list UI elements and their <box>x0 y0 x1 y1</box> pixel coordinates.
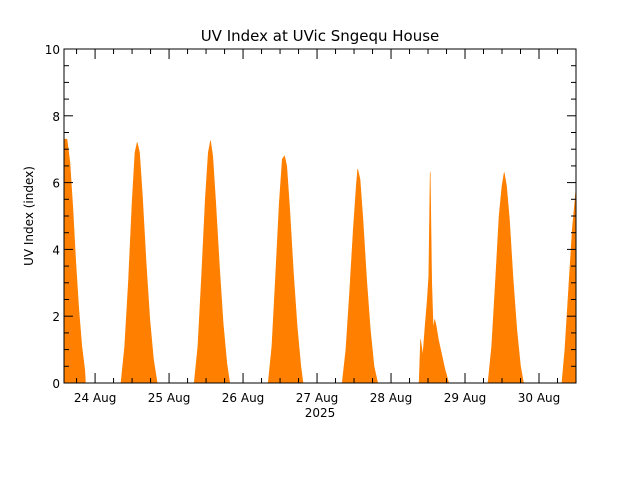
y-tick-label: 8 <box>52 110 60 124</box>
x-axis: 24 Aug 25 Aug 26 Aug 27 Aug 28 Aug 29 Aug 30 A… <box>74 49 577 405</box>
uv-area-4 <box>267 155 304 384</box>
uv-area-3 <box>193 140 230 384</box>
plot-frame <box>63 48 577 384</box>
x-axis-label: 2025 <box>305 406 336 420</box>
x-tick-label: 24 Aug <box>74 391 117 405</box>
y-tick-label: 2 <box>52 310 60 324</box>
uv-area-8 <box>561 189 577 384</box>
y-tick-label: 6 <box>52 177 60 191</box>
uv-area-1 <box>63 138 86 384</box>
plot-area <box>63 138 577 384</box>
uv-area-5 <box>341 168 379 384</box>
uv-area-6 <box>418 172 450 384</box>
chart-title: UV Index at UVic Sngequ House <box>201 27 440 45</box>
y-axis: 0 2 4 6 8 10 <box>45 43 576 391</box>
x-tick-label: 30 Aug <box>518 391 561 405</box>
y-tick-label: 10 <box>45 43 60 57</box>
uv-area-2 <box>120 142 158 384</box>
x-tick-label: 28 Aug <box>370 391 413 405</box>
y-tick-label: 0 <box>52 377 60 391</box>
x-tick-label: 25 Aug <box>148 391 191 405</box>
x-tick-label: 27 Aug <box>296 391 339 405</box>
uv-area-7 <box>487 172 524 384</box>
x-tick-label: 29 Aug <box>444 391 487 405</box>
y-tick-label: 4 <box>52 243 60 257</box>
y-axis-label: UV Index (index) <box>22 166 36 266</box>
x-tick-label: 26 Aug <box>222 391 265 405</box>
